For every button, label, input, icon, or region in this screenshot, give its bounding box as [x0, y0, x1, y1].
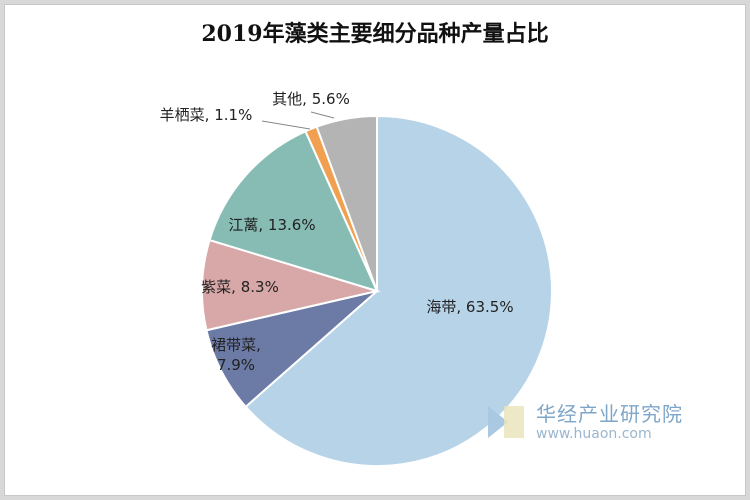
pie-slice-laver [201, 238, 381, 332]
watermark: 华经产业研究院 www.huaon.com [486, 398, 722, 448]
watermark-name: 华经产业研究院 [536, 402, 683, 426]
watermark-url: www.huaon.com [536, 426, 652, 442]
data-label-kelp: 海带, 63.5% [426, 298, 513, 316]
data-label-hijiki: 羊栖菜, 1.1% [160, 106, 253, 124]
data-label-laver: 紫菜, 8.3% [201, 278, 279, 296]
pie-slice-gracilaria [208, 129, 379, 293]
pie-slice-other [315, 114, 378, 292]
data-label-other: 其他, 5.6% [272, 90, 350, 108]
leader-line-hijiki [261, 120, 311, 130]
data-label-wakame: 裙带菜, 7.9% [211, 336, 261, 374]
watermark-logo-icon [488, 406, 524, 438]
data-label-gracilaria: 江蓠, 13.6% [228, 216, 315, 234]
chart-title: 2019年藻类主要细分品种产量占比 [201, 21, 549, 47]
pie-slice-kelp [244, 114, 553, 467]
leader-line-other [310, 111, 335, 119]
